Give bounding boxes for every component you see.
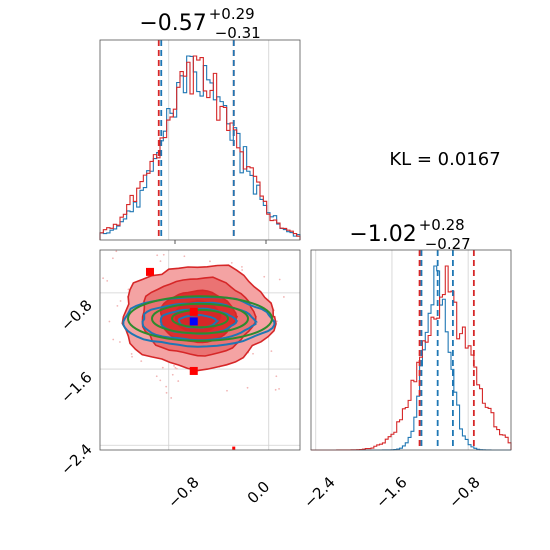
sample-point: [156, 254, 159, 257]
sample-point: [102, 277, 104, 280]
sample-point: [130, 353, 133, 355]
sample-point: [115, 250, 118, 253]
joint-y-tick-labels: −0.8 −1.6 −2.4: [57, 296, 95, 478]
sample-point: [175, 367, 178, 370]
marker-points: [146, 267, 236, 450]
green-contours: [127, 295, 273, 342]
marginal-y-tick-labels: −2.4 −1.6 −0.8: [300, 473, 483, 511]
histogram-step: [99, 55, 301, 240]
sample-point: [275, 375, 278, 378]
sample-point: [230, 261, 233, 264]
sample-point: [252, 352, 254, 355]
sample-point: [274, 388, 277, 391]
tick-label: −0.8: [445, 473, 483, 511]
histogram-step: [311, 265, 512, 451]
sample-point: [111, 257, 114, 260]
histogram-step: [99, 55, 301, 240]
contour-level: [151, 302, 249, 335]
sample-point: [108, 320, 111, 323]
sample-point: [159, 260, 162, 263]
sample-point: [270, 350, 273, 353]
frame-joint: [99, 249, 301, 451]
sample-point: [241, 269, 244, 271]
frame-marginal-x: [99, 39, 301, 241]
contour-level: [127, 295, 273, 342]
contour-level: [171, 308, 229, 329]
sample-point: [173, 364, 175, 367]
tick-label: −1.6: [372, 473, 410, 511]
tick-label: −0.8: [164, 473, 202, 511]
quantile-lines-x: [157, 40, 235, 240]
marker-square: [189, 307, 198, 316]
sample-point: [165, 391, 168, 394]
sample-point: [241, 265, 243, 268]
sample-point: [119, 341, 121, 343]
histogram-y: [311, 265, 512, 451]
title-marginal-x: −0.57 +0.29 −0.31: [139, 5, 260, 42]
sample-point: [116, 304, 119, 307]
histogram-step: [311, 265, 511, 451]
sample-point: [165, 385, 168, 388]
tick-label: 0.0: [244, 478, 274, 508]
sample-point: [278, 387, 280, 390]
sample-point: [177, 380, 180, 382]
marker-square: [189, 366, 198, 375]
tick-label: −1.6: [57, 368, 95, 406]
joint-x-tick-labels: −0.8 0.0: [164, 473, 273, 511]
tick-label: −2.4: [300, 473, 338, 511]
panel-joint: −0.8 0.0 −0.8 −1.6 −2.4: [57, 249, 301, 512]
sample-point: [112, 338, 115, 341]
sample-point: [209, 260, 211, 263]
sample-point: [275, 320, 278, 323]
sample-point: [131, 355, 133, 358]
frame-marginal-y: [310, 249, 512, 451]
sample-point: [263, 275, 266, 278]
sample-point: [246, 386, 249, 389]
sample-point: [119, 300, 122, 302]
histogram-x: [99, 55, 301, 240]
sample-point: [106, 279, 109, 282]
sample-point: [161, 366, 164, 369]
sample-point: [174, 366, 177, 369]
quantile-lines-y: [418, 250, 475, 450]
sample-point: [183, 255, 186, 258]
sample-point: [155, 375, 158, 378]
sample-point: [162, 253, 165, 256]
sample-point: [140, 360, 143, 363]
panel-marginal-x: −0.57 +0.29 −0.31: [99, 5, 301, 244]
sample-point: [171, 373, 174, 376]
sample-point: [226, 389, 228, 392]
sample-point: [159, 379, 162, 382]
title-marginal-y: −1.02 +0.28 −0.27: [349, 216, 470, 253]
marker-square: [232, 446, 236, 450]
kl-label: KL = 0.0167: [389, 149, 500, 170]
marker-square: [146, 267, 154, 276]
sample-point: [282, 296, 285, 298]
marker-square: [189, 317, 198, 326]
sample-point: [127, 288, 130, 291]
tick-label: −0.8: [57, 296, 95, 334]
panel-marginal-y: −1.02 +0.28 −0.27 −2.4 −1.6 −0.8: [300, 216, 512, 512]
tick-label: −2.4: [57, 440, 95, 478]
sample-point: [170, 397, 173, 399]
sample-point: [278, 278, 281, 281]
